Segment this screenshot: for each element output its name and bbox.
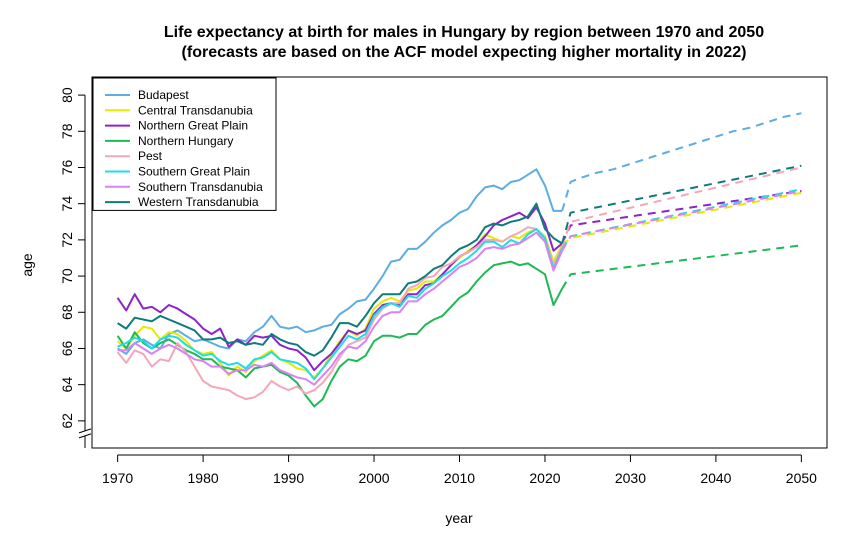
- series-line-7: [117, 202, 563, 357]
- y-tick-label-7: 76: [59, 159, 75, 175]
- series-line-2: [116, 206, 563, 372]
- x-tick-label-4: 2010: [444, 470, 475, 486]
- legend-label-7: Western Transdanubia: [138, 195, 259, 209]
- x-tick-label-1: 1980: [188, 470, 219, 486]
- y-axis-label: age: [19, 253, 35, 277]
- y-axis: 62 64 66 68 70 72 74 76 78 80: [59, 87, 92, 448]
- series-line-4: [116, 226, 564, 401]
- x-axis: 1970 1980 1990 2000 2010 2020 2030 2040 2050: [102, 454, 817, 486]
- y-tick-label-5: 72: [59, 232, 75, 248]
- plot-area: [91, 76, 828, 449]
- legend-label-1: Central Transdanubia: [138, 103, 253, 117]
- legend-label-4: Pest: [138, 149, 163, 163]
- y-tick-label-8: 78: [59, 123, 75, 139]
- y-tick-label-4: 70: [59, 268, 75, 284]
- forecast-line-7: [561, 164, 802, 244]
- x-tick-label-7: 2040: [700, 470, 731, 486]
- chart-title-line-1: Life expectancy at birth for males in Hu…: [164, 24, 764, 41]
- x-tick-label-5: 2020: [529, 470, 560, 486]
- y-tick-label-3: 68: [59, 304, 75, 320]
- chart-title: Life expectancy at birth for males in Hu…: [164, 24, 764, 61]
- y-tick-label-1: 64: [59, 377, 75, 393]
- chart-title-line-2: (forecasts are based on the ACF model ex…: [182, 44, 747, 61]
- forecast-line-6: [561, 190, 802, 252]
- y-tick-label-9: 80: [59, 87, 75, 103]
- series-line-0: [117, 168, 563, 355]
- x-tick-label-3: 2000: [358, 470, 389, 486]
- plot-box: [91, 76, 828, 449]
- x-tick-label-8: 2050: [786, 470, 817, 486]
- x-tick-label-2: 1990: [273, 470, 304, 486]
- legend-label-5: Southern Great Plain: [138, 165, 250, 179]
- forecast-line-2: [561, 190, 802, 244]
- series-line-3: [116, 260, 563, 408]
- x-axis-label: year: [445, 510, 473, 526]
- legend-label-0: Budapest: [138, 88, 189, 102]
- series-line-5: [117, 228, 564, 381]
- forecast-line-3: [561, 244, 802, 290]
- y-tick-label-6: 74: [59, 196, 75, 212]
- x-tick-label-6: 2030: [615, 470, 646, 486]
- x-tick-label-0: 1970: [102, 470, 133, 486]
- legend-label-6: Southern Transdanubia: [138, 180, 263, 194]
- series-line-6: [117, 231, 564, 386]
- legend-box: [92, 77, 277, 211]
- forecast-line-4: [561, 166, 802, 248]
- legend-label-3: Northern Hungary: [138, 134, 233, 148]
- y-tick-label-0: 62: [59, 413, 75, 429]
- series-line-1: [116, 228, 563, 379]
- forecast-line-0: [561, 112, 802, 212]
- y-tick-label-2: 66: [59, 340, 75, 356]
- legend-label-2: Northern Great Plain: [138, 119, 248, 133]
- forecast-line-1: [561, 191, 802, 247]
